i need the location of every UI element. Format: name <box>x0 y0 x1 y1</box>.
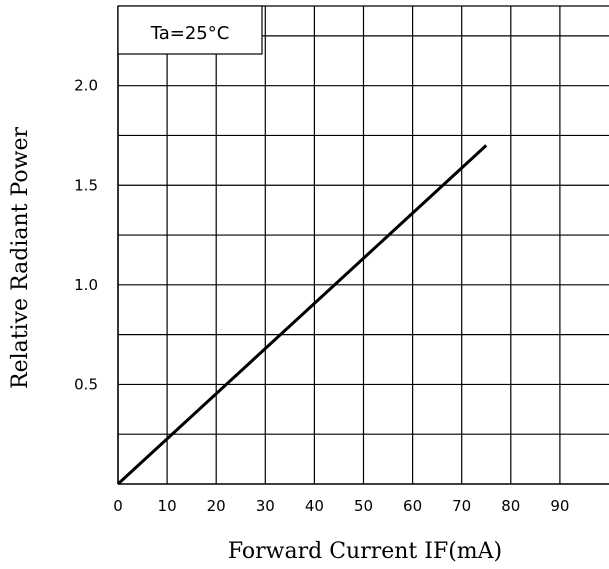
y-tick-label: 1.0 <box>74 276 98 294</box>
x-tick-label: 50 <box>354 497 373 515</box>
series-lines <box>116 144 488 486</box>
annotation-box <box>117 5 263 55</box>
y-tick-label: 0.5 <box>74 375 98 393</box>
y-tick-label: 1.5 <box>74 176 98 194</box>
x-tick-label: 60 <box>403 497 422 515</box>
series-line-0 <box>116 144 488 486</box>
x-tick-label: 0 <box>113 497 123 515</box>
x-tick-label: 70 <box>452 497 471 515</box>
x-tick-label: 10 <box>158 497 177 515</box>
tick-labels: 0 10 20 30 40 50 60 70 80 90 0.5 1.0 1.5 2.0 <box>74 77 569 515</box>
annotation-label: Ta=25°C <box>150 23 230 44</box>
x-tick-label: 30 <box>256 497 275 515</box>
x-tick-label: 90 <box>550 497 569 515</box>
x-tick-label: 80 <box>501 497 520 515</box>
y-tick-label: 2.0 <box>74 77 98 95</box>
y-axis-title: Relative Radiant Power <box>8 127 33 389</box>
x-tick-label: 40 <box>305 497 324 515</box>
x-axis-title: Forward Current IF(mA) <box>228 539 502 564</box>
x-tick-label: 20 <box>207 497 226 515</box>
grid-lines <box>118 6 609 484</box>
